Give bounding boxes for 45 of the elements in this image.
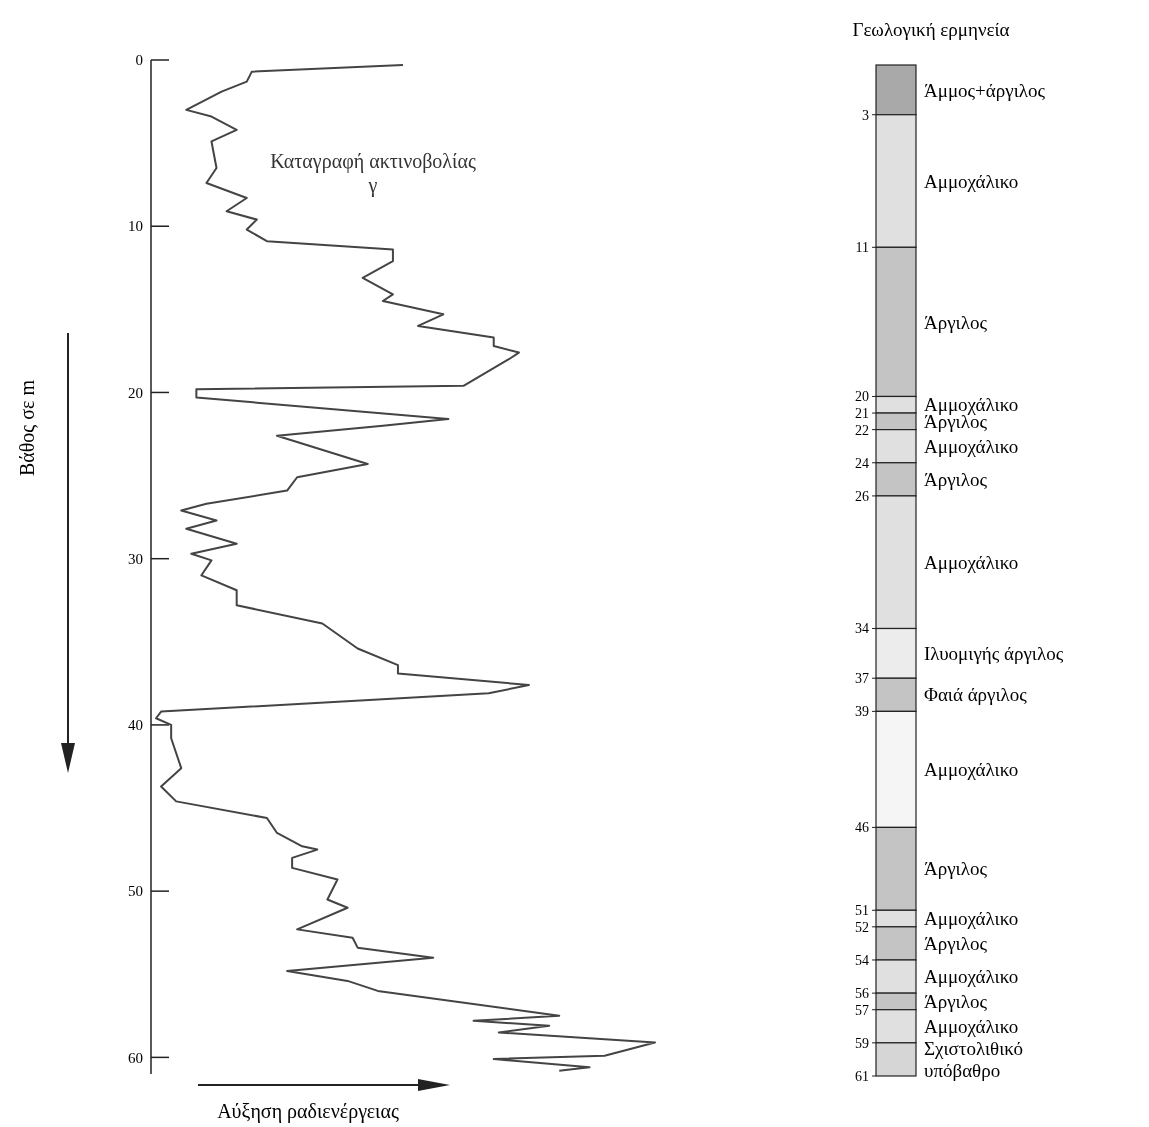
x-axis-title: Αύξηση ραδιενέργειας <box>217 1100 399 1123</box>
y-tick-label: 20 <box>128 384 143 401</box>
y-tick-label: 37 <box>855 671 869 687</box>
chart-title: Γεωλογική ερμηνεία <box>852 19 1010 40</box>
series-label: Ιλυομιγής άργιλος <box>924 643 1064 665</box>
y-tick-label: 40 <box>128 717 143 734</box>
y-tick-label: 20 <box>855 389 869 405</box>
series-label: Αμμοχάλικο <box>924 170 1019 192</box>
y-tick-label: 52 <box>855 919 869 935</box>
y-tick-label: 39 <box>855 704 869 720</box>
series-label: Αμμοχάλικο <box>924 908 1019 930</box>
series-label: Φαιά άργιλος <box>924 684 1028 706</box>
y-tick-label: 0 <box>135 52 143 69</box>
series-label: Άργιλος <box>924 468 988 490</box>
y-tick-label: 59 <box>855 1035 869 1051</box>
y-tick-label: 60 <box>128 1049 143 1066</box>
series-label: Σχιστολιθικό υπόβαθρο <box>924 1038 1023 1082</box>
y-tick-label: 10 <box>128 218 143 235</box>
y-tick-label: 22 <box>855 422 869 438</box>
y-tick-label: 46 <box>855 820 869 836</box>
y-tick-label: 56 <box>855 986 869 1002</box>
y-tick-label: 50 <box>128 883 143 900</box>
y-tick-label: 34 <box>855 621 869 637</box>
series-label: Αμμοχάλικο <box>924 435 1019 457</box>
series-label: Αμμοχάλικο <box>924 759 1019 781</box>
series-label: Άργιλος <box>924 933 988 955</box>
y-tick-label: 30 <box>128 550 143 567</box>
y-tick-label: 61 <box>855 1068 869 1084</box>
series-label: Αμμοχάλικο <box>924 551 1019 573</box>
y-tick-label: 57 <box>855 1002 869 1018</box>
series-label: Αμμοχάλικο <box>924 966 1019 988</box>
y-tick-label: 21 <box>855 405 869 421</box>
y-axis-title: Βάθος σε m <box>16 379 38 477</box>
y-tick-label: 11 <box>855 240 869 256</box>
series-label: Άργιλος <box>924 311 988 333</box>
y-tick-label: 26 <box>855 488 869 504</box>
y-tick-label: 54 <box>855 952 869 968</box>
series-label: Αμμοχάλικο <box>924 1015 1019 1037</box>
y-tick-label: 24 <box>855 455 869 471</box>
annotation: Καταγραφή ακτινοβολίας γ <box>270 150 476 197</box>
y-tick-label: 51 <box>855 903 869 919</box>
series-label: Άμμος+άργιλος <box>924 79 1046 101</box>
series-label: Άργιλος <box>924 991 988 1013</box>
series-label: Άργιλος <box>924 858 988 880</box>
y-tick-label: 3 <box>862 107 869 123</box>
